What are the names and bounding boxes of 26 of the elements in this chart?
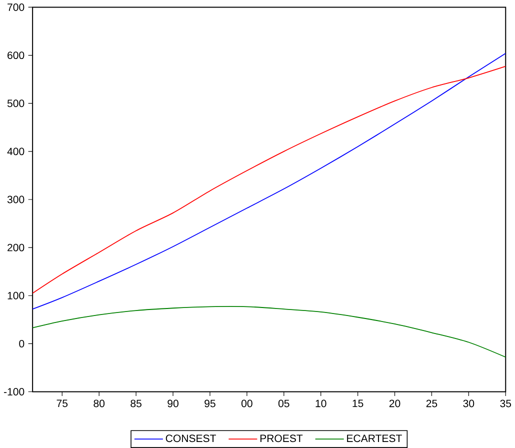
y-tick-label: 400 — [7, 148, 24, 156]
y-tick-label: 700 — [8, 4, 24, 11]
x-tick-label: 95 — [204, 400, 216, 408]
y-tick-label: 600 — [8, 52, 24, 60]
line-series — [32, 306, 506, 358]
legend-label: CONSEST — [166, 434, 216, 442]
legend-label: PROEST — [260, 434, 303, 442]
y-tick-label: 200 — [8, 244, 24, 252]
x-tick-label: 75 — [56, 400, 68, 408]
legend-label: ECARTEST — [347, 434, 402, 442]
x-tick-label: 85 — [130, 400, 142, 408]
y-tick-label: 300 — [7, 196, 24, 204]
y-tick-label: -100 — [4, 388, 24, 396]
x-tick-label: 25 — [426, 400, 438, 408]
y-tick-label: 0 — [19, 340, 24, 348]
x-tick-label: 80 — [94, 400, 105, 408]
x-tick-label: 35 — [500, 400, 512, 408]
x-tick-label: 10 — [316, 400, 326, 408]
x-tick-label: 05 — [278, 400, 290, 408]
x-tick-label: 00 — [241, 400, 252, 408]
x-tick-label: 30 — [463, 400, 474, 408]
y-tick-label: 500 — [7, 100, 24, 108]
y-tick-label: 100 — [8, 292, 24, 300]
x-tick-label: 15 — [352, 400, 364, 408]
x-tick-label: 20 — [389, 400, 400, 408]
x-tick-label: 90 — [168, 400, 178, 408]
